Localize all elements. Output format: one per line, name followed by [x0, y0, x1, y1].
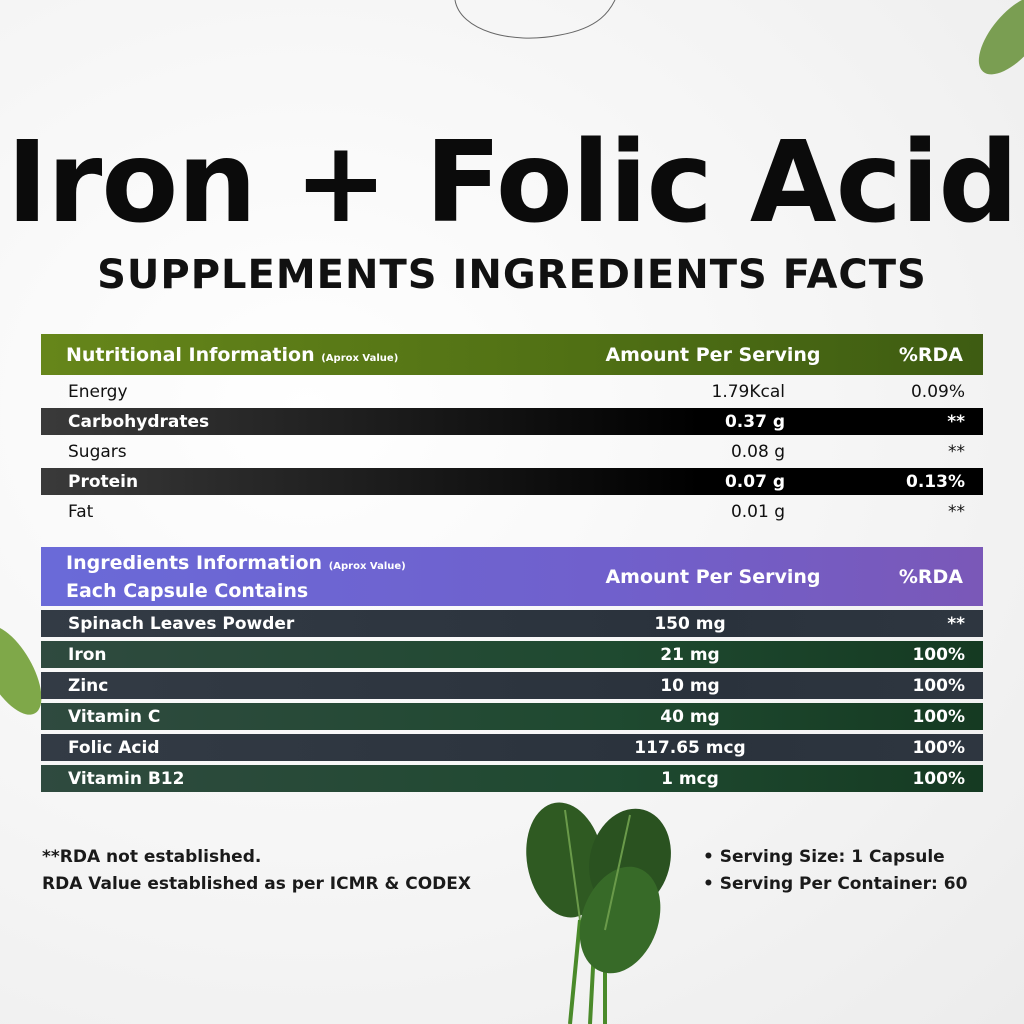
row-rda: 100% [912, 644, 965, 665]
table-row: Iron 21 mg 100% [41, 641, 983, 668]
ingredients-header-note: (Aprox Value) [328, 560, 406, 572]
spinach-leaves-image [526, 802, 671, 1024]
row-name: Sugars [68, 441, 127, 462]
nutrition-header-rda: %RDA [898, 343, 963, 366]
table-row: Zinc 10 mg 100% [41, 672, 983, 699]
decorative-leaf-top-right [978, 0, 1024, 75]
row-name: Fat [68, 501, 94, 522]
row-amount: 1.79Kcal [711, 381, 786, 402]
row-rda: ** [947, 411, 965, 432]
ingredients-header-rda: %RDA [898, 565, 963, 588]
row-amount: 117.65 mcg [634, 737, 746, 758]
row-amount: 150 mg [654, 613, 726, 634]
row-name: Carbohydrates [68, 411, 210, 432]
row-rda: 100% [912, 675, 965, 696]
nutrition-header: Nutritional Information (Aprox Value) Am… [41, 334, 983, 375]
row-amount: 0.01 g [730, 501, 785, 522]
table-row: Carbohydrates 0.37 g ** [41, 408, 983, 435]
ingredients-header: Ingredients Information (Aprox Value) Ea… [41, 547, 983, 606]
row-name: Vitamin C [68, 706, 161, 727]
row-name: Energy [68, 381, 128, 402]
decorative-leaf-left [0, 625, 42, 715]
row-rda: 100% [912, 768, 965, 789]
row-name: Folic Acid [68, 737, 160, 758]
rda-source-note: RDA Value established as per ICMR & CODE… [42, 874, 472, 894]
decorative-outline-top [454, 0, 616, 39]
row-rda: ** [948, 501, 965, 522]
serving-per-container: • Serving Per Container: 60 [703, 874, 968, 894]
row-amount: 0.07 g [724, 471, 785, 492]
table-row: Fat 0.01 g ** [41, 498, 983, 525]
ingredients-header-label2: Each Capsule Contains [66, 579, 309, 602]
table-row: Sugars 0.08 g ** [41, 438, 983, 465]
table-row: Protein 0.07 g 0.13% [41, 468, 983, 495]
row-name: Spinach Leaves Powder [68, 613, 295, 634]
row-name: Protein [68, 471, 139, 492]
row-name: Iron [68, 644, 107, 665]
row-rda: ** [948, 441, 965, 462]
row-amount: 40 mg [660, 706, 720, 727]
row-name: Zinc [68, 675, 109, 696]
rda-note: **RDA not established. [42, 847, 262, 867]
table-row: Folic Acid 117.65 mcg 100% [41, 734, 983, 761]
page-title: Iron + Folic Acid [6, 118, 1018, 248]
row-amount: 10 mg [660, 675, 720, 696]
serving-info: • Serving Size: 1 Capsule • Serving Per … [703, 844, 967, 898]
row-rda: 100% [912, 737, 965, 758]
table-row: Spinach Leaves Powder 150 mg ** [41, 610, 983, 637]
row-rda: 100% [912, 706, 965, 727]
row-amount: 1 mcg [661, 768, 719, 789]
nutrition-header-note: (Aprox Value) [321, 352, 399, 364]
row-amount: 0.37 g [724, 411, 785, 432]
row-amount: 0.08 g [730, 441, 785, 462]
table-row: Vitamin B12 1 mcg 100% [41, 765, 983, 792]
table-row: Energy 1.79Kcal 0.09% [41, 378, 983, 405]
row-rda: ** [947, 613, 965, 634]
page-subtitle: SUPPLEMENTS INGREDIENTS FACTS [97, 252, 927, 298]
nutrition-header-amount: Amount Per Serving [605, 343, 821, 366]
row-rda: 0.09% [910, 381, 965, 402]
ingredients-table: Ingredients Information (Aprox Value) Ea… [41, 547, 983, 792]
table-row: Vitamin C 40 mg 100% [41, 703, 983, 730]
nutrition-header-label: Nutritional Information [66, 343, 315, 366]
ingredients-header-amount: Amount Per Serving [605, 565, 821, 588]
row-name: Vitamin B12 [68, 768, 185, 789]
footer-notes: **RDA not established. RDA Value establi… [42, 844, 471, 898]
row-amount: 21 mg [660, 644, 720, 665]
serving-size: • Serving Size: 1 Capsule [703, 847, 945, 867]
row-rda: 0.13% [906, 471, 965, 492]
nutrition-table: Nutritional Information (Aprox Value) Am… [41, 334, 983, 525]
ingredients-header-label: Ingredients Information [66, 551, 323, 574]
